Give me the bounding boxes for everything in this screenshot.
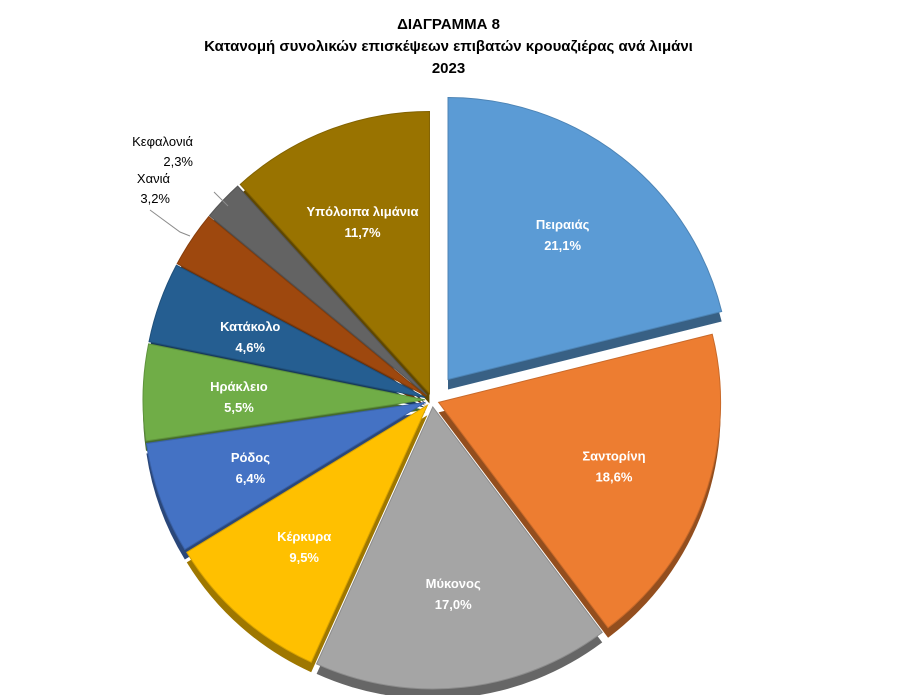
slice-1-label: Σαντορίνη — [582, 449, 645, 464]
slice-3-value-label: 9,5% — [289, 550, 319, 565]
slice-2-label: Μύκονος — [426, 576, 481, 591]
slice-2 — [315, 405, 603, 690]
slice-5-label: Ηράκλειο — [210, 379, 268, 394]
chart-title: ΔΙΑΓΡΑΜΜΑ 8 — [397, 16, 500, 33]
chart-title-block: ΔΙΑΓΡΑΜΜΑ 8 Κατανομή συνολικών επισκέψεω… — [0, 14, 897, 80]
slice-4-value-label: 6,4% — [236, 471, 266, 486]
slice-6-label: Κατάκολο — [220, 319, 280, 334]
slice-7-value-label: 3,2% — [140, 191, 170, 206]
slice-6-value-label: 4,6% — [235, 340, 265, 355]
slice-3 — [186, 403, 429, 663]
slice-9-label: Υπόλοιπα λιμάνια — [307, 204, 419, 219]
slice-0-value-label: 21,1% — [544, 238, 581, 253]
slice-9-value-label: 11,7% — [344, 225, 381, 240]
slice-6 — [148, 264, 426, 399]
slice-5 — [142, 343, 426, 442]
slice-3-label: Κέρκυρα — [277, 529, 331, 544]
slice-8-leader-line — [213, 191, 229, 207]
chart-subtitle: Κατανομή συνολικών επισκέψεων επιβατών κ… — [204, 38, 693, 55]
slice-8-value-label: 2,3% — [163, 154, 193, 169]
slice-1 — [437, 333, 722, 629]
slice-7 — [176, 215, 427, 397]
slice-7-label: Χανιά — [137, 171, 171, 186]
slice-9 — [239, 110, 430, 395]
slice-0 — [447, 97, 723, 381]
slice-0-label: Πειραιάς — [536, 217, 590, 232]
slice-4-label: Ρόδος — [231, 450, 270, 465]
slice-1-value-label: 18,6% — [596, 470, 633, 485]
slice-8-label: Κεφαλονιά — [132, 134, 193, 149]
chart-year: 2023 — [431, 60, 466, 77]
slice-2-value-label: 17,0% — [435, 597, 472, 612]
slice-4 — [145, 401, 426, 551]
slice-7-leader-line — [149, 209, 191, 237]
slice-5-value-label: 5,5% — [224, 400, 254, 415]
